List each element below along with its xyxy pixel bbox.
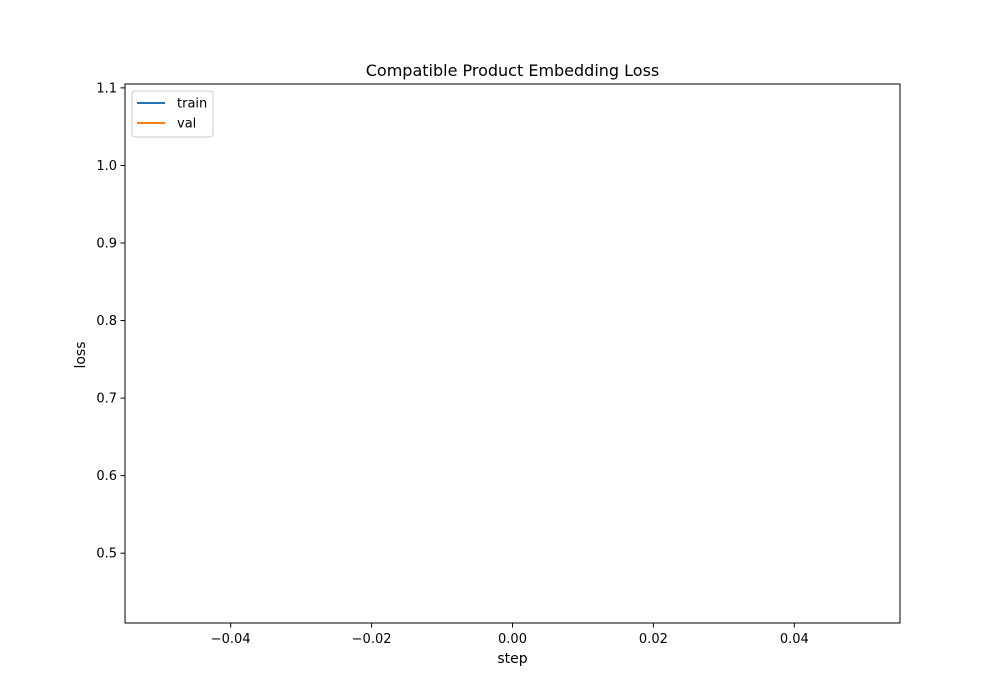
y-tick-label: 0.8 <box>96 314 117 329</box>
x-axis-ticks: −0.04 −0.02 0.00 0.02 0.04 <box>211 623 809 647</box>
legend-label-train: train <box>177 97 207 112</box>
y-tick-label: 0.9 <box>96 236 117 251</box>
y-tick-label: 0.6 <box>96 469 117 484</box>
chart-title: Compatible Product Embedding Loss <box>366 61 660 80</box>
y-tick-label: 1.0 <box>96 159 117 174</box>
y-tick-label: 0.7 <box>96 392 117 407</box>
x-tick-label: −0.02 <box>352 632 392 647</box>
legend-label-val: val <box>177 117 196 132</box>
y-tick-label: 1.1 <box>96 81 117 96</box>
x-tick-label: 0.02 <box>639 632 668 647</box>
plot-background <box>125 84 900 623</box>
x-tick-label: 0.04 <box>780 632 809 647</box>
x-tick-label: −0.04 <box>211 632 251 647</box>
y-axis-label: loss <box>73 341 89 368</box>
x-axis-label: step <box>497 651 527 667</box>
plot-area <box>125 84 900 623</box>
y-tick-label: 0.5 <box>96 547 117 562</box>
y-axis-ticks: 0.5 0.6 0.7 0.8 0.9 1.0 1.1 <box>96 81 125 562</box>
x-tick-label: 0.00 <box>498 632 527 647</box>
legend: train val <box>131 90 214 138</box>
